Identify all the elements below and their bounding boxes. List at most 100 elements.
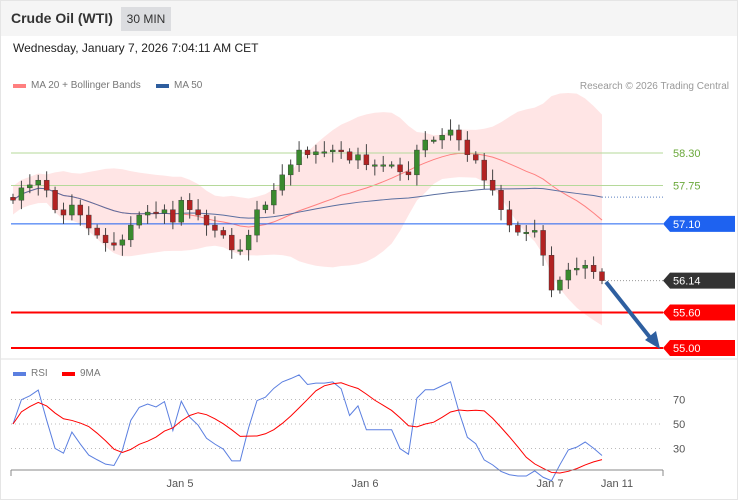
candle-body (186, 200, 193, 210)
candle-body (338, 149, 344, 153)
candle-body (540, 230, 546, 256)
candle-body (531, 230, 538, 233)
candle-body (52, 190, 58, 210)
candle-body (119, 239, 126, 246)
candle-body (388, 164, 395, 167)
ma20-swatch (13, 83, 26, 88)
candle-body (346, 151, 353, 161)
candle-body (582, 265, 588, 269)
candle-body (523, 231, 529, 234)
level-57-10-tag (663, 215, 735, 232)
legend-ma20: MA 20 + Bollinger Bands (13, 80, 141, 91)
rsi-line (12, 374, 603, 482)
ma50-line (12, 187, 603, 219)
bollinger-band (13, 93, 602, 326)
candle-body (481, 159, 487, 181)
rsi-swatch (13, 371, 26, 376)
forecast-arrow (604, 280, 654, 342)
candle-body (405, 171, 412, 176)
candle-body (220, 230, 227, 236)
candle-body (590, 265, 597, 272)
candle-body (313, 151, 319, 155)
candle-body (304, 149, 311, 155)
candle-body (473, 154, 479, 161)
level-56-14-label: 56.14 (673, 276, 701, 288)
candle-body (212, 224, 218, 231)
candle-body (136, 214, 142, 226)
candle-body (355, 154, 361, 161)
candle-body (330, 149, 336, 153)
timeframe-badge[interactable]: 30 MIN (121, 7, 171, 31)
level-55-60-tag (663, 304, 735, 321)
rsi-label: RSI (31, 368, 48, 379)
rsi-tick-30: 30 (673, 444, 685, 456)
candle-body (565, 269, 572, 281)
candle-body (498, 190, 504, 210)
level-55-00-tag (663, 339, 735, 356)
9ma-swatch (62, 371, 75, 376)
legend-9ma: 9MA (62, 368, 101, 379)
rsi-tick-70: 70 (673, 395, 685, 407)
candle-body (27, 184, 33, 189)
candle-body (363, 154, 370, 166)
candle-body (439, 135, 445, 141)
candle-body (10, 197, 16, 201)
candle-body (237, 249, 243, 252)
candle-body (287, 164, 294, 176)
candle-body (431, 139, 437, 142)
candle-body (18, 187, 25, 201)
x-label-jan-11: Jan 11 (601, 478, 633, 490)
rsi-tick-50: 50 (673, 419, 685, 431)
candle-body (229, 234, 235, 251)
ma50-label: MA 50 (174, 80, 203, 91)
candle-body (254, 209, 260, 236)
candle-body (170, 209, 176, 223)
9ma-label: 9MA (80, 368, 101, 379)
forecast-arrowhead (645, 331, 660, 349)
x-label-jan-6: Jan 6 (352, 478, 379, 490)
copyright: Research © 2026 Trading Central (579, 81, 729, 92)
candle-body (380, 164, 386, 167)
candle-body (489, 179, 496, 191)
candle-body (548, 255, 555, 291)
instrument-title: Crude Oil (WTI) (11, 10, 113, 26)
candle-body (102, 234, 109, 244)
x-label-jan-7: Jan 7 (537, 478, 564, 490)
candle-body (515, 224, 521, 233)
candle-body (35, 179, 41, 186)
candle-body (153, 211, 159, 214)
level-55-60-label: 55.60 (673, 308, 701, 320)
candle-body (456, 129, 462, 141)
legend-ma50: MA 50 (156, 80, 202, 91)
candle-body (60, 209, 67, 216)
ma20-label: MA 20 + Bollinger Bands (31, 80, 141, 91)
candle-body (69, 204, 75, 216)
candle-body (144, 211, 151, 216)
timestamp: Wednesday, January 7, 2026 7:04:11 AM CE… (13, 41, 259, 55)
candle-body (271, 190, 277, 206)
candle-body (94, 227, 100, 236)
candle-body (414, 149, 420, 176)
legend-rsi: RSI (13, 368, 48, 379)
candle-body (464, 139, 471, 155)
candle-body (557, 279, 563, 291)
candle-body (321, 151, 328, 154)
level-57-75-label: 57.75 (673, 180, 701, 192)
x-label-jan-5: Jan 5 (167, 478, 194, 490)
candle-body (506, 209, 513, 226)
candle-body (262, 204, 269, 210)
candle-body (296, 149, 302, 166)
level-56-14-tag (663, 272, 735, 289)
candle-body (574, 268, 580, 271)
level-57-10-label: 57.10 (673, 219, 701, 231)
level-58-30-label: 58.30 (673, 148, 701, 160)
candle-body (86, 214, 92, 229)
rsi-9ma-line (12, 382, 603, 474)
ma50-swatch (156, 83, 169, 88)
candle-body (372, 164, 378, 167)
candle-body (178, 200, 184, 223)
candle-body (43, 179, 50, 191)
candle-body (203, 214, 210, 226)
